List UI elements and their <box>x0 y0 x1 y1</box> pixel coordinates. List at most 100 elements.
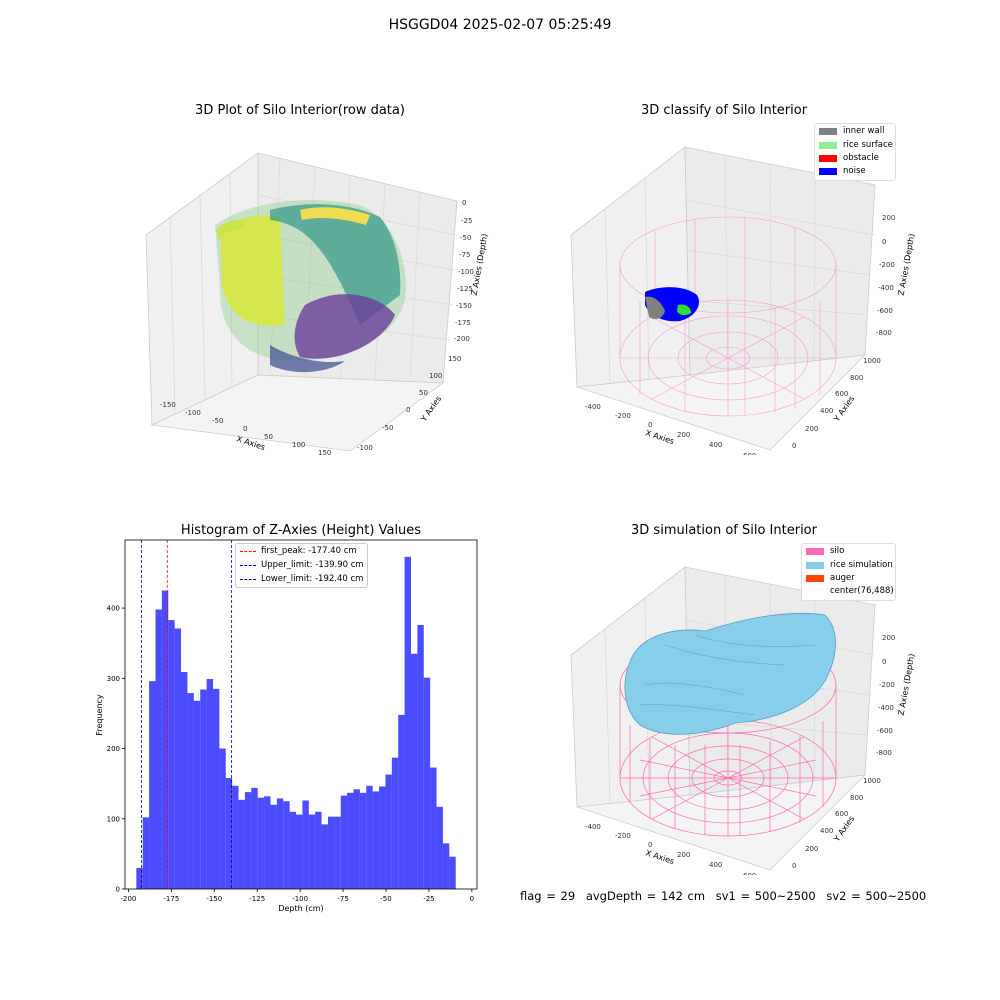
histogram-y-tick-label: 300 <box>107 675 120 683</box>
classify-point-cloud <box>645 287 700 322</box>
histogram-bar <box>206 679 213 889</box>
legend-swatch-rice-simulation <box>806 562 824 569</box>
simulation-x-tick: -200 <box>615 832 631 840</box>
histogram-bar <box>385 774 392 889</box>
histogram-y-tick-label: 0 <box>116 886 120 894</box>
raw-y-tick: -50 <box>382 424 393 432</box>
histogram-bar <box>442 843 450 889</box>
simulation-z-tick: -800 <box>876 749 892 757</box>
simulation-x-tick: 0 <box>648 841 652 849</box>
histogram-bar <box>436 806 443 889</box>
raw-x-tick: -100 <box>185 409 201 417</box>
histogram-bar <box>174 628 182 889</box>
classify-legend: inner wall rice surface obstacle noise <box>814 123 896 181</box>
status-sv1: sv1 = 500~2500 <box>715 889 816 903</box>
classify-y-label: Y Axies <box>832 394 857 424</box>
histogram-bar <box>315 811 322 889</box>
histogram-bar <box>264 796 271 889</box>
raw-z-tick: -125 <box>457 285 473 293</box>
simulation-y-tick: 0 <box>792 862 796 870</box>
raw-z-tick: -100 <box>458 268 474 276</box>
classify-y-tick: 400 <box>820 407 833 415</box>
classify-x-tick: 400 <box>709 441 722 449</box>
legend-swatch-obstacle <box>819 155 837 162</box>
raw-x-tick: -50 <box>212 417 223 425</box>
simulation-z-tick: 200 <box>882 634 895 642</box>
legend-swatch-inner-wall <box>819 128 837 135</box>
legend-swatch-rice-surface <box>819 142 837 149</box>
histogram-bar <box>327 816 335 889</box>
histogram-bar <box>136 867 143 889</box>
histogram-x-tick-label: -150 <box>206 895 222 903</box>
classify-z-tick: -600 <box>877 307 893 315</box>
histogram-bar <box>276 798 284 889</box>
simulation-legend: silo rice simulation auger center(76,488… <box>801 543 896 601</box>
histogram-bar <box>149 681 156 889</box>
legend-swatch-silo <box>806 548 824 555</box>
simulation-y-tick: 600 <box>835 810 848 818</box>
histogram-x-tick-label: -25 <box>423 895 434 903</box>
legend-swatch-noise <box>819 168 837 175</box>
histogram-bar <box>410 653 418 889</box>
simulation-y-label: Y Axies <box>832 814 857 844</box>
histogram-bar <box>391 757 399 889</box>
simulation-z-label: Z Axies (Depth) <box>897 653 917 716</box>
simulation-x-label: X Axies <box>644 848 675 866</box>
histogram-bar <box>308 814 316 889</box>
histogram-bar <box>200 689 207 889</box>
status-line: flag = 29 avgDepth = 142 cm sv1 = 500~25… <box>520 889 932 903</box>
raw-z-tick: -175 <box>455 319 471 327</box>
histogram-bar <box>398 714 405 889</box>
legend-label: silo <box>830 546 845 556</box>
simulation-rice-surface <box>624 612 836 735</box>
histogram-bar <box>302 800 309 889</box>
histogram-legend: first_peak: -177.40 cm Upper_limit: -139… <box>235 543 368 588</box>
histogram-bar <box>321 824 328 889</box>
classify-x-tick: -400 <box>585 403 601 411</box>
histogram-x-tick-label: 0 <box>470 895 474 903</box>
histogram-bar <box>289 811 297 889</box>
legend-line-lower-limit <box>240 579 256 580</box>
classify-y-tick: 1000 <box>863 357 881 365</box>
histogram-bar <box>359 792 367 889</box>
status-sv2: sv2 = 500~2500 <box>826 889 927 903</box>
raw-z-tick: -75 <box>459 251 470 259</box>
simulation-x-tick: -400 <box>585 823 601 831</box>
histogram-y-tick-label: 200 <box>107 745 120 753</box>
legend-label: Lower_limit: -192.40 cm <box>261 574 364 584</box>
histogram-bar <box>168 620 175 889</box>
histogram-bar <box>423 677 431 889</box>
histogram-bar <box>430 767 437 889</box>
legend-label: inner wall <box>843 126 885 136</box>
histogram-bar <box>372 791 380 889</box>
simulation-x-tick: 600 <box>743 872 756 875</box>
histogram-bar <box>238 799 245 889</box>
classify-pane-back-left <box>570 146 691 388</box>
histogram-bar <box>187 693 194 889</box>
raw-y-tick: 0 <box>406 406 410 414</box>
legend-label: Upper_limit: -139.90 cm <box>261 560 364 570</box>
raw-x-tick: -150 <box>160 401 176 409</box>
classify-y-tick: 800 <box>850 374 863 382</box>
legend-swatch-auger <box>806 575 824 582</box>
histogram-bar <box>181 672 188 889</box>
histogram-bar <box>219 748 226 889</box>
histogram-bar <box>366 785 373 889</box>
histogram-x-tick-label: -50 <box>380 895 391 903</box>
raw-z-tick: -150 <box>456 302 472 310</box>
histogram-y-label: Frequency <box>95 694 104 736</box>
classify-z-tick: 0 <box>882 238 886 246</box>
classify-z-tick: -400 <box>878 284 894 292</box>
histogram-bar <box>257 797 265 889</box>
histogram-title: Histogram of Z-Axies (Height) Values <box>180 523 422 538</box>
simulation-y-tick: 200 <box>805 845 818 853</box>
simulation-z-tick: -600 <box>877 727 893 735</box>
classify-silo-wireframe <box>619 216 837 417</box>
figure-title: HSGGD04 2025-02-07 05:25:49 <box>388 17 612 33</box>
simulation-z-tick: 0 <box>882 658 886 666</box>
histogram-x-tick-label: -125 <box>249 895 265 903</box>
histogram-x-tick-label: -100 <box>292 895 308 903</box>
raw-z-tick: -200 <box>454 335 470 343</box>
legend-label: obstacle <box>843 153 879 163</box>
classify-plot-title: 3D classify of Silo Interior <box>640 103 808 118</box>
